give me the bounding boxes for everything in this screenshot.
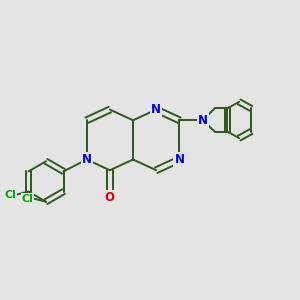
Text: N: N [174, 153, 184, 166]
Text: N: N [198, 114, 208, 127]
Text: Cl: Cl [22, 194, 34, 204]
Text: N: N [82, 153, 92, 166]
Text: Cl: Cl [4, 190, 16, 200]
Text: N: N [151, 103, 161, 116]
Text: O: O [105, 191, 115, 204]
